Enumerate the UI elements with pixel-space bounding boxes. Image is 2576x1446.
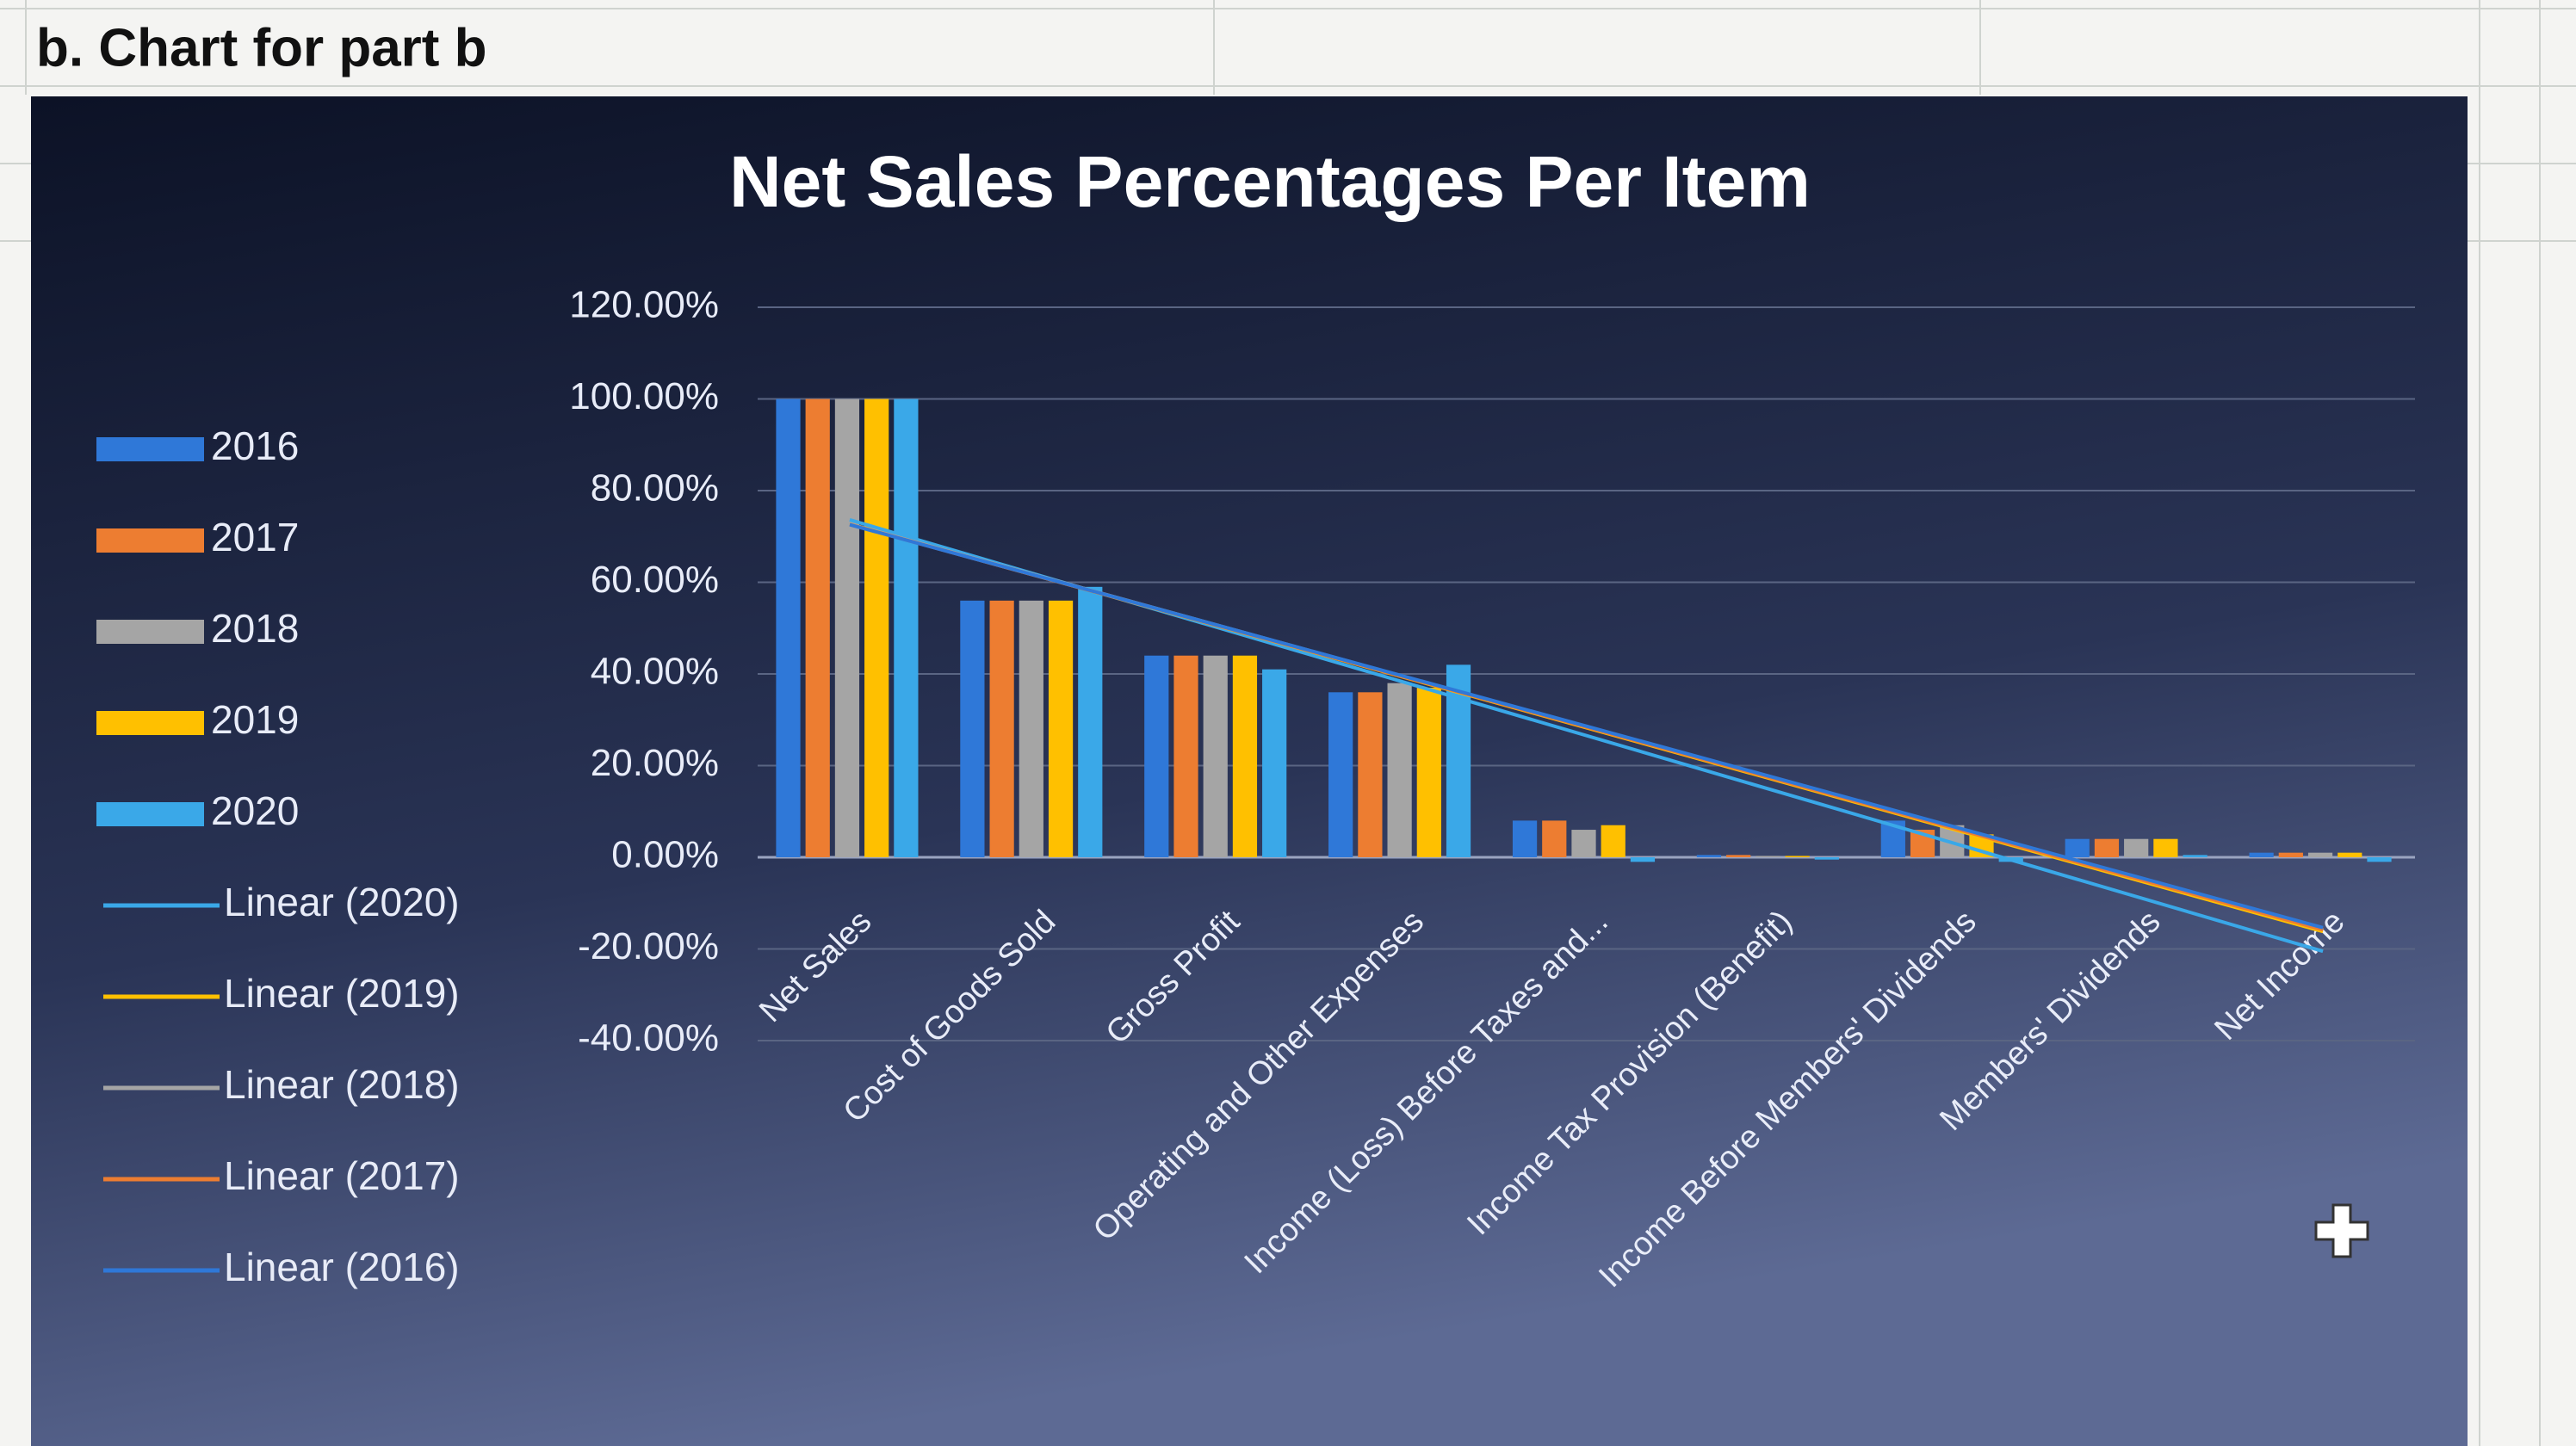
trendline <box>849 522 2324 930</box>
y-tick-label: 120.00% <box>569 284 719 326</box>
bar <box>1328 692 1353 857</box>
y-tick-label: -20.00% <box>578 925 719 967</box>
legend-label: 2019 <box>211 697 299 742</box>
bar <box>1048 600 1074 857</box>
bar <box>2065 838 2090 857</box>
bar <box>1726 855 1751 857</box>
bar <box>1785 856 1810 857</box>
bar <box>894 399 919 857</box>
y-tick-label: 100.00% <box>569 375 719 417</box>
bar <box>1601 825 1625 857</box>
bar <box>960 600 985 857</box>
bar <box>989 600 1014 857</box>
bar <box>2153 838 2178 857</box>
bar <box>1756 856 1780 857</box>
y-tick-label: 20.00% <box>591 742 719 784</box>
bar <box>2249 852 2274 857</box>
legend-swatch <box>96 620 204 644</box>
bar <box>2183 855 2208 857</box>
bar <box>2338 852 2362 857</box>
legend-label: Linear (2018) <box>224 1062 460 1107</box>
bar <box>2124 838 2149 857</box>
bar <box>1078 586 1103 857</box>
bar <box>2278 852 2303 857</box>
y-tick-label: 60.00% <box>591 559 719 601</box>
bar <box>1542 820 1567 857</box>
cursor-icon <box>2314 1203 2369 1258</box>
legend-label: Linear (2020) <box>224 880 460 924</box>
bar <box>1203 655 1228 857</box>
y-tick-label: 40.00% <box>591 651 719 693</box>
y-tick-label: 0.00% <box>611 834 719 876</box>
bar <box>864 399 889 857</box>
legend-label: Linear (2017) <box>224 1153 460 1198</box>
bar <box>1512 820 1538 857</box>
legend-swatch <box>96 528 204 553</box>
y-tick-label: -40.00% <box>578 1017 719 1060</box>
bar <box>1144 655 1169 857</box>
legend-label: Linear (2019) <box>224 971 460 1016</box>
chart-title: Net Sales Percentages Per Item <box>729 141 1811 222</box>
bar <box>1173 655 1198 857</box>
bar <box>1387 683 1412 857</box>
legend-label: 2018 <box>211 606 299 651</box>
bar <box>1814 857 1839 860</box>
bar <box>1358 692 1383 857</box>
bar <box>776 399 801 857</box>
bar <box>1019 600 1043 857</box>
bar <box>2094 838 2120 857</box>
legend-label: Linear (2016) <box>224 1245 460 1289</box>
legend-swatch <box>96 711 204 735</box>
bar <box>1630 857 1656 862</box>
bar <box>1696 855 1722 857</box>
legend-swatch <box>96 437 204 461</box>
bar <box>1262 669 1287 857</box>
bar <box>2307 852 2333 857</box>
legend-label: 2016 <box>211 423 299 468</box>
legend-swatch <box>96 802 204 826</box>
y-tick-label: 80.00% <box>591 467 719 510</box>
legend-label: 2017 <box>211 515 299 559</box>
bar <box>1416 687 1441 857</box>
bar <box>1571 830 1596 857</box>
legend-label: 2020 <box>211 788 299 833</box>
bar <box>2367 857 2392 862</box>
sheet-title: b. Chart for part b <box>36 18 487 77</box>
bar <box>1232 655 1258 857</box>
bar <box>834 399 860 857</box>
bar <box>805 399 830 857</box>
